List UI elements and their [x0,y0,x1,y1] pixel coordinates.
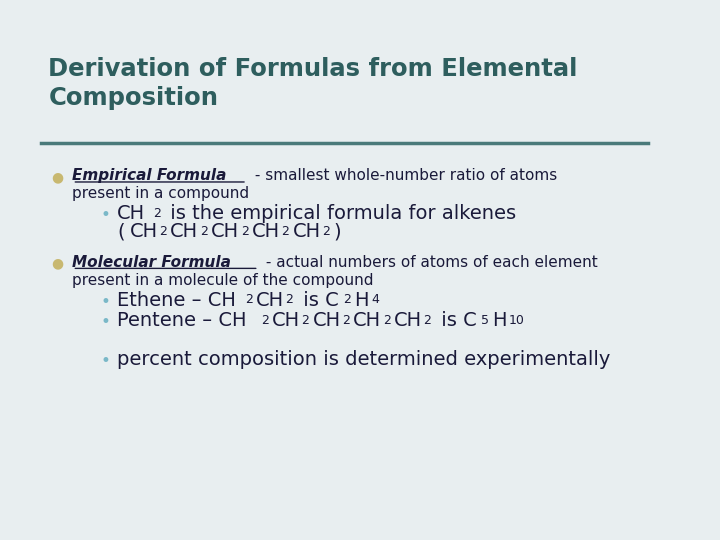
Text: 2: 2 [343,293,351,306]
Text: 2: 2 [159,225,167,238]
Text: 2: 2 [423,314,431,327]
Text: - smallest whole-number ratio of atoms: - smallest whole-number ratio of atoms [250,168,557,184]
Text: CH: CH [171,222,199,241]
Text: 2: 2 [200,225,208,238]
Text: CH: CH [271,311,300,330]
Text: is C: is C [435,311,477,330]
Text: CH: CH [292,222,320,241]
Text: CH: CH [394,311,422,330]
Text: CH: CH [252,222,280,241]
Text: 2: 2 [302,314,310,327]
Text: present in a molecule of the compound: present in a molecule of the compound [73,273,374,288]
Text: CH: CH [256,291,284,309]
Text: H: H [354,291,369,309]
Text: 2: 2 [261,314,269,327]
FancyBboxPatch shape [0,0,697,540]
Text: CH: CH [353,311,382,330]
Text: Pentene – CH: Pentene – CH [117,311,247,330]
Text: 2: 2 [153,207,161,220]
Text: 2: 2 [383,314,391,327]
Text: ●: ● [52,170,64,184]
Text: •: • [100,206,110,224]
Text: 2: 2 [342,314,350,327]
Text: 2: 2 [245,293,253,306]
Text: Derivation of Formulas from Elemental
Composition: Derivation of Formulas from Elemental Co… [48,57,577,110]
Text: is C: is C [297,291,338,309]
Text: 10: 10 [509,314,525,327]
Text: 2: 2 [282,225,289,238]
Text: ●: ● [52,256,64,271]
Text: Ethene – CH: Ethene – CH [117,291,236,309]
Text: ): ) [333,222,341,241]
Text: •: • [100,313,110,331]
Text: •: • [100,293,110,310]
Text: CH: CH [130,222,158,241]
Text: 4: 4 [371,293,379,306]
Text: 2: 2 [240,225,248,238]
Text: 2: 2 [286,293,294,306]
Text: 2: 2 [322,225,330,238]
Text: - actual numbers of atoms of each element: - actual numbers of atoms of each elemen… [261,255,598,270]
Text: present in a compound: present in a compound [73,186,250,201]
Text: 5: 5 [482,314,490,327]
Text: CH: CH [312,311,341,330]
Text: CH: CH [117,204,145,223]
Text: Molecular Formula: Molecular Formula [73,255,231,270]
Text: (: ( [117,222,125,241]
Text: •: • [100,352,110,370]
Text: Empirical Formula: Empirical Formula [73,168,227,184]
Text: percent composition is determined experimentally: percent composition is determined experi… [117,350,611,369]
Text: is the empirical formula for alkenes: is the empirical formula for alkenes [164,204,516,223]
Text: H: H [492,311,507,330]
Text: CH: CH [211,222,239,241]
